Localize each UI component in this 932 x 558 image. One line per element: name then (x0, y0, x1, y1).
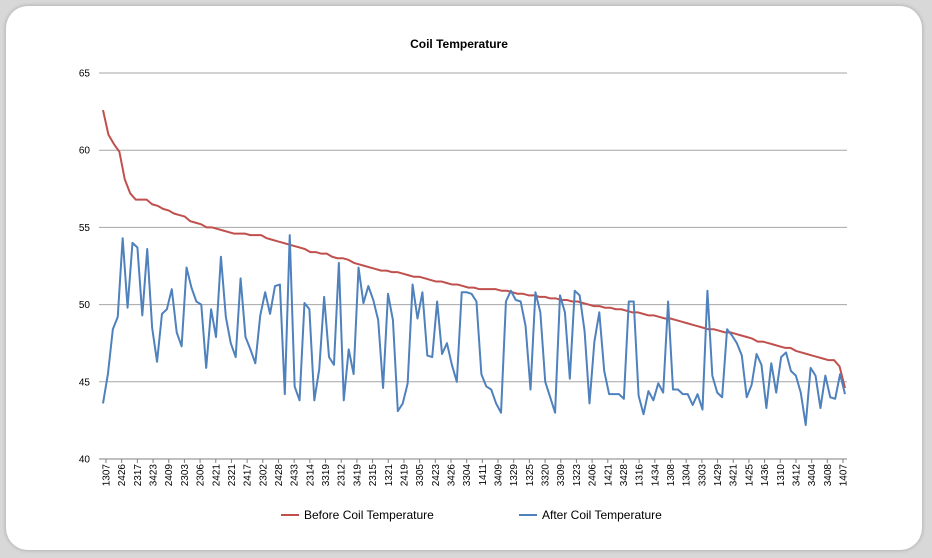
x-tick-label: 3408 (823, 464, 834, 487)
x-tick-label: 3305 (415, 464, 426, 487)
x-tick-label: 1436 (760, 464, 771, 487)
x-tick-label: 2312 (337, 464, 348, 487)
x-tick-label: 2409 (164, 464, 175, 487)
x-tick-label: 3303 (697, 464, 708, 487)
x-tick-label: 3421 (729, 464, 740, 487)
x-tick-label: 1325 (525, 464, 536, 487)
x-tick-label: 1307 (102, 464, 113, 487)
x-tick-label: 1304 (682, 464, 693, 487)
chart-title: Coil Temperature (410, 37, 508, 51)
legend-label-before-coil-temperature: Before Coil Temperature (304, 508, 434, 522)
y-tick-label: 55 (79, 223, 91, 234)
x-tick-label: 2302 (258, 464, 269, 487)
x-tick-label: 3309 (556, 464, 567, 487)
y-tick-label: 60 (79, 146, 91, 157)
x-tick-label: 2426 (117, 464, 128, 487)
x-tick-label: 2406 (588, 464, 599, 487)
gridlines (99, 72, 847, 460)
x-tick-label: 1316 (635, 464, 646, 487)
x-tick-label: 1323 (572, 464, 583, 487)
legend-label-after-coil-temperature: After Coil Temperature (542, 508, 662, 522)
y-tick-label: 50 (79, 300, 91, 311)
x-tick-label: 3409 (494, 464, 505, 487)
x-tick-label: 1321 (384, 464, 395, 487)
x-tick-label: 2315 (368, 464, 379, 487)
x-tick-label: 2428 (274, 464, 285, 487)
x-tick-label: 1429 (713, 464, 724, 487)
y-tick-label: 65 (79, 69, 91, 80)
x-tick-label: 3426 (446, 464, 457, 487)
x-tick-label: 2321 (227, 464, 238, 487)
x-tick-label: 3428 (619, 464, 630, 487)
x-tick-label: 3319 (321, 464, 332, 487)
series-lines (102, 109, 846, 427)
series-line-after-coil-temperature (102, 234, 846, 427)
x-axis-ticks: 1307 2426 2317 3423 2409 2303 2306 2421 2321 2417… (102, 459, 850, 486)
x-tick-label: 1434 (650, 464, 661, 487)
x-tick-label: 2317 (133, 464, 144, 487)
x-tick-label: 1411 (478, 464, 489, 486)
x-tick-label: 1329 (509, 464, 520, 487)
x-tick-label: 3304 (462, 464, 473, 487)
x-tick-label: 1308 (666, 464, 677, 487)
x-tick-label: 1407 (839, 464, 850, 487)
x-tick-label: 3412 (791, 464, 802, 487)
x-tick-label: 1425 (744, 464, 755, 487)
x-tick-label: 1421 (603, 464, 614, 487)
x-tick-label: 2433 (290, 464, 301, 487)
y-tick-label: 45 (79, 377, 91, 388)
legend: Before Coil Temperature After Coil Temper… (281, 508, 662, 522)
x-tick-label: 2419 (399, 464, 410, 487)
x-tick-label: 2421 (211, 464, 222, 487)
x-tick-label: 3419 (352, 464, 363, 487)
y-tick-label: 40 (79, 455, 91, 466)
y-axis-ticks: 40 45 50 55 60 65 (79, 69, 91, 466)
series-line-before-coil-temperature (102, 109, 846, 389)
x-tick-label: 3404 (807, 464, 818, 487)
x-tick-label: 1310 (776, 464, 787, 487)
x-tick-label: 2306 (196, 464, 207, 487)
x-tick-label: 2314 (305, 464, 316, 487)
x-tick-label: 3423 (149, 464, 160, 487)
x-tick-label: 3320 (541, 464, 552, 487)
x-tick-label: 2423 (431, 464, 442, 487)
x-tick-label: 2303 (180, 464, 191, 487)
x-tick-label: 2417 (243, 464, 254, 487)
